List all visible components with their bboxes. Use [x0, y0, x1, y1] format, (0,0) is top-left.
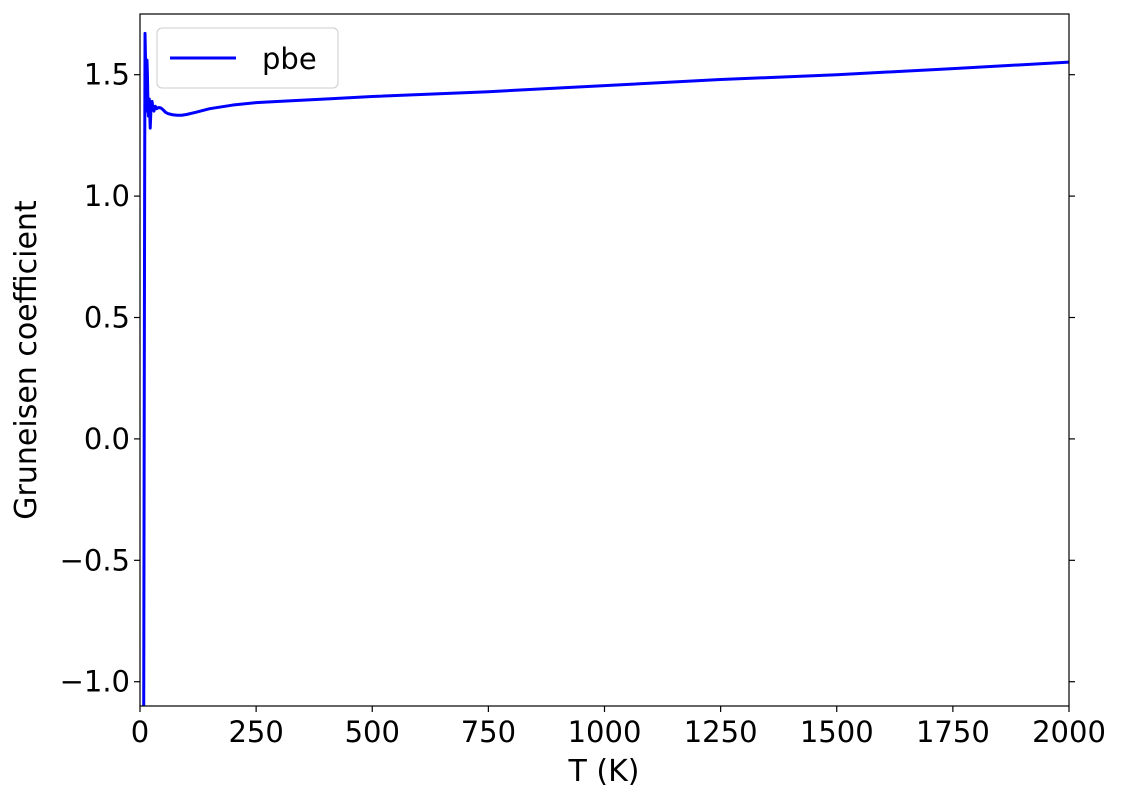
x-tick-label: 1500 [800, 715, 874, 749]
y-tick-label: −0.5 [60, 543, 130, 577]
y-tick-label: 0.5 [84, 301, 130, 335]
legend: pbe [156, 27, 339, 89]
legend-box [156, 27, 339, 89]
x-axis: 0 250 500 750 1000 1250 1500 1750 2000 [131, 706, 1106, 749]
legend-label-pbe: pbe [262, 42, 317, 76]
x-tick-label: 2000 [1032, 715, 1106, 749]
series-line-pbe [142, 31, 1069, 706]
x-axis-label: T (K) [568, 754, 640, 789]
x-tick-label: 1250 [684, 715, 758, 749]
series-layer [142, 31, 1069, 706]
y-tick-label: 1.5 [84, 58, 130, 92]
x-tick-label: 750 [461, 715, 516, 749]
y-tick-label: −1.0 [60, 665, 130, 699]
x-tick-label: 1750 [916, 715, 990, 749]
x-tick-label: 250 [228, 715, 283, 749]
x-tick-label: 500 [345, 715, 400, 749]
y-axis: −1.0 −0.5 0.0 0.5 1.0 1.5 [60, 58, 1075, 699]
plot-background [140, 14, 1069, 706]
x-tick-label: 0 [131, 715, 149, 749]
y-axis-label: Gruneisen coefficient [9, 200, 44, 520]
x-tick-label: 1000 [568, 715, 642, 749]
y-tick-label: 1.0 [84, 179, 130, 213]
y-tick-label: 0.0 [84, 422, 130, 456]
